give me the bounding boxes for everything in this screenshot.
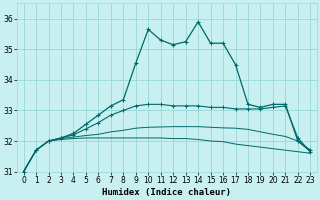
X-axis label: Humidex (Indice chaleur): Humidex (Indice chaleur)	[102, 188, 231, 197]
